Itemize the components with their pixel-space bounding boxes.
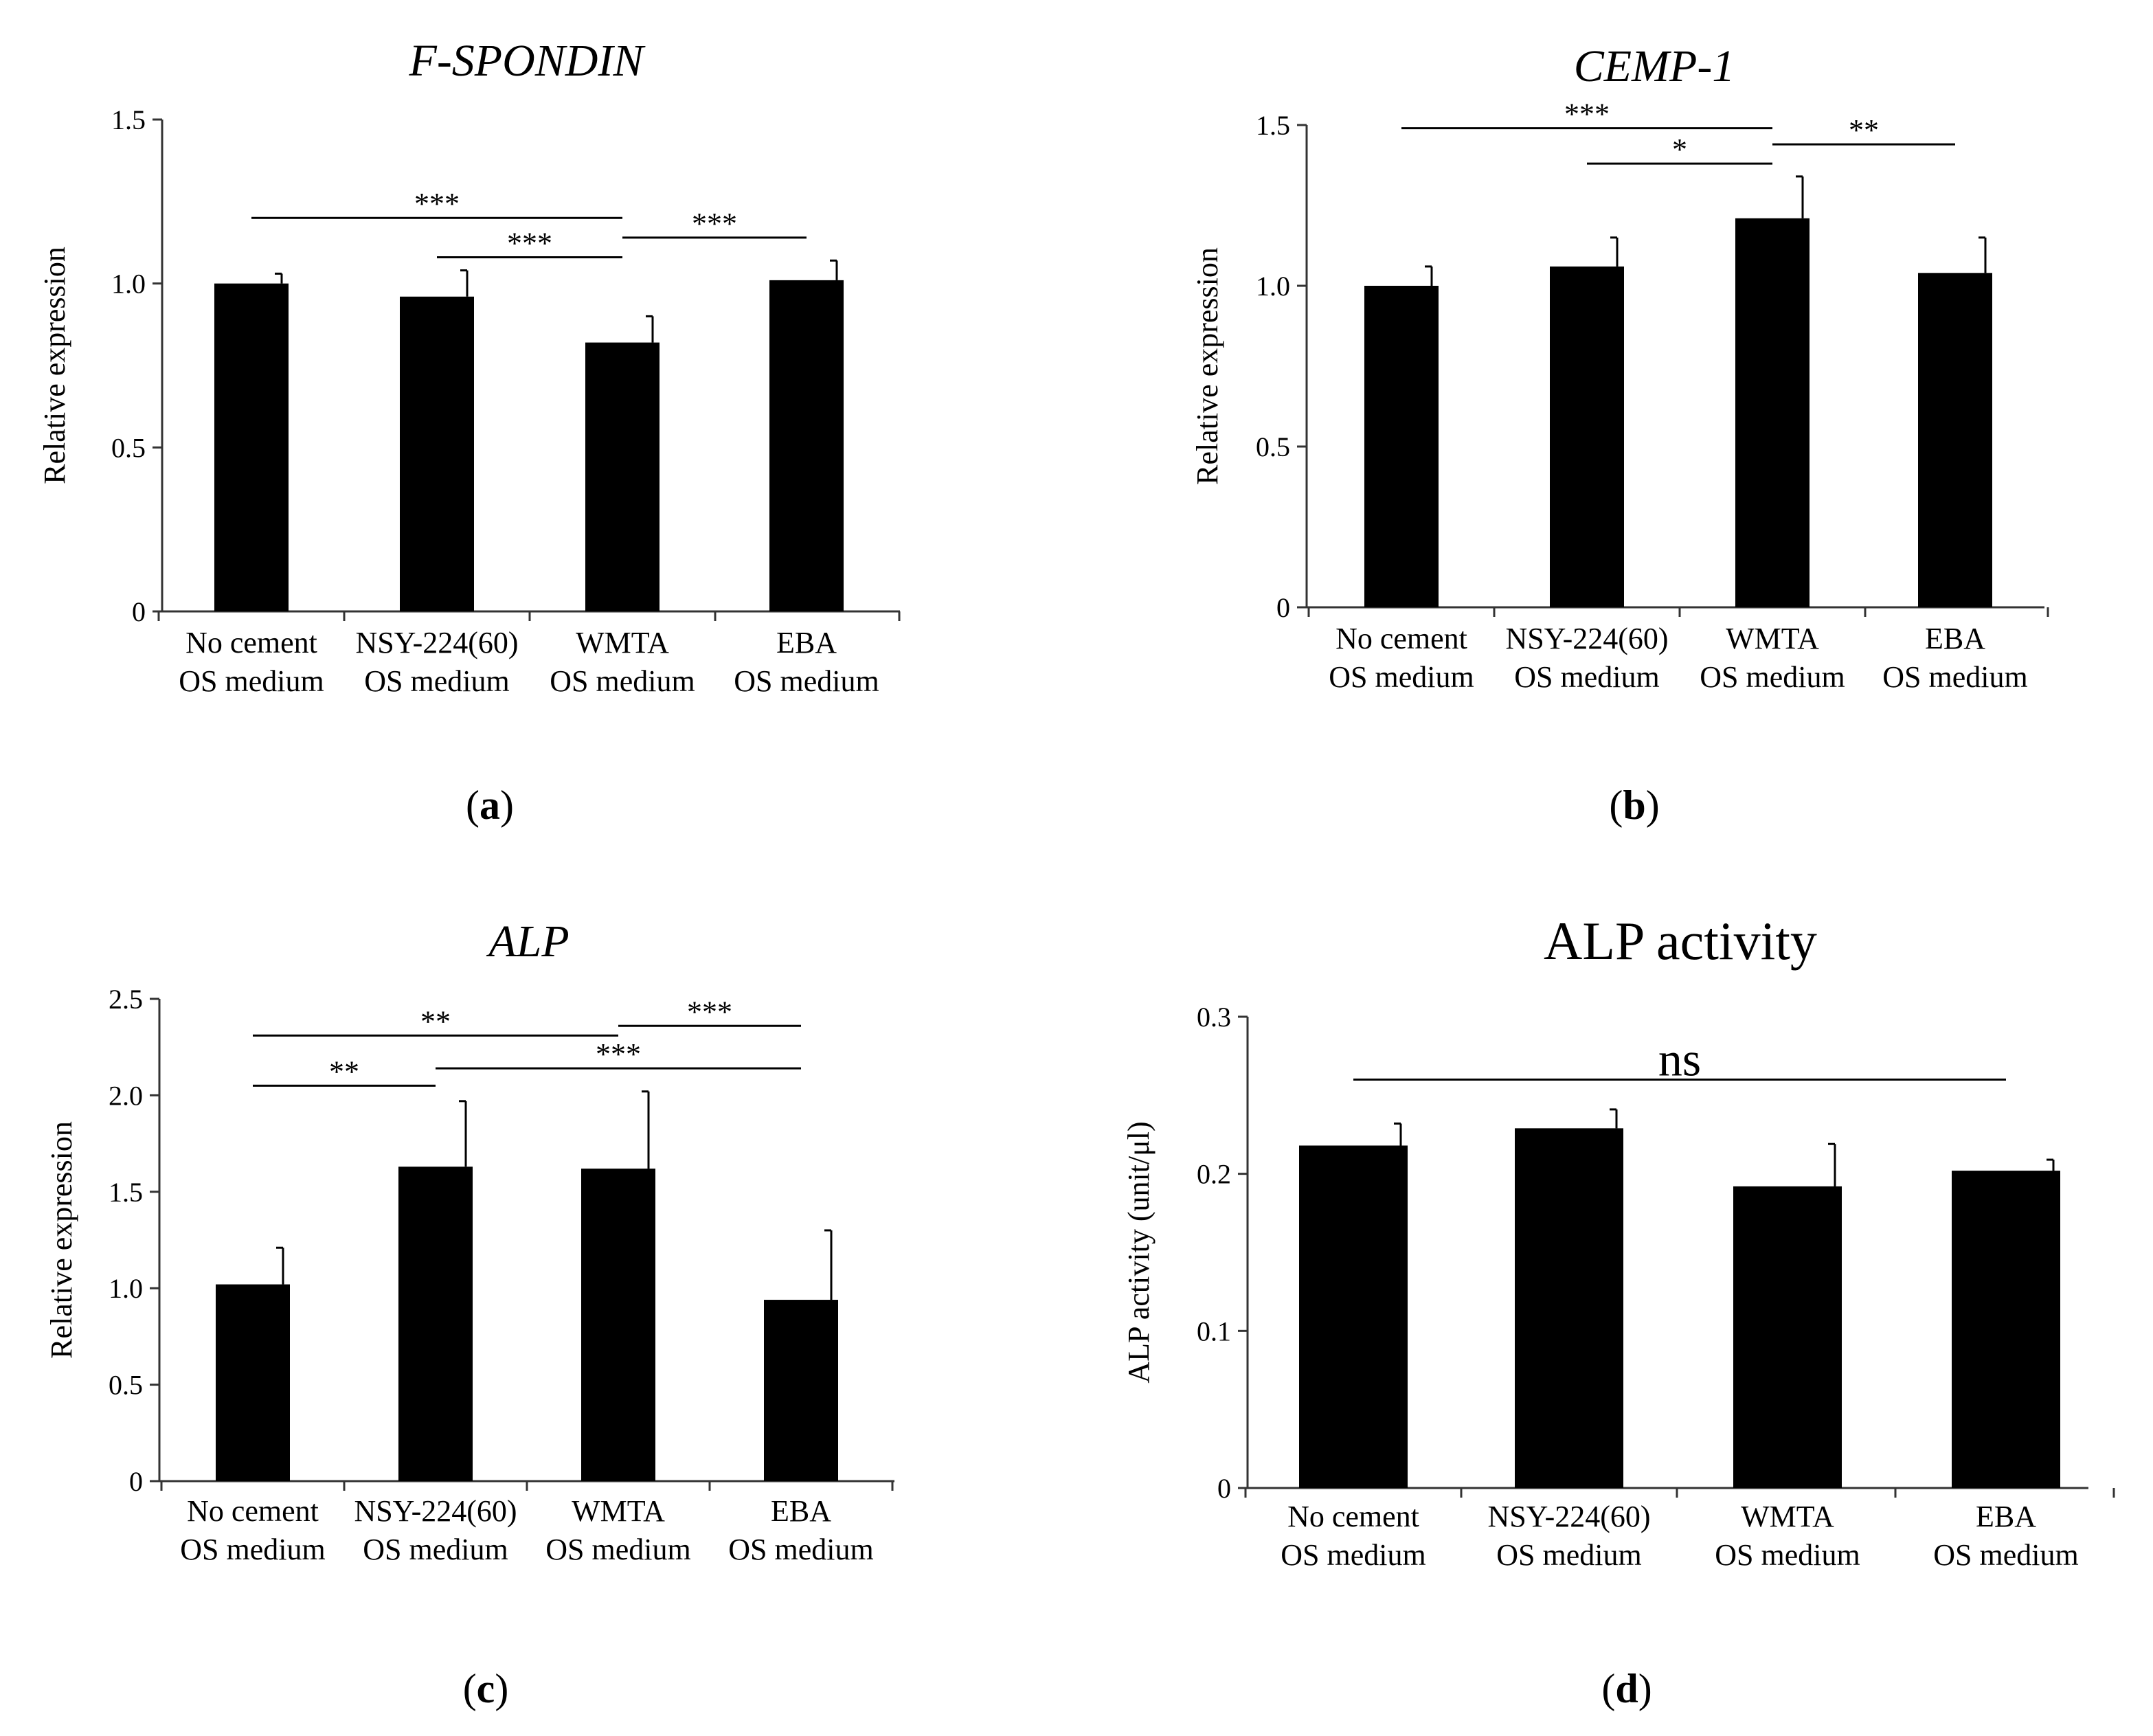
x-tick-label: OS medium <box>728 1533 873 1566</box>
y-tick-label: 1.5 <box>109 1177 143 1208</box>
x-tick-label: OS medium <box>179 664 324 698</box>
panel-label: (d) <box>1601 1666 1652 1711</box>
y-tick-label: 0.5 <box>111 432 146 463</box>
y-axis-label: Relative expression <box>45 1121 78 1359</box>
y-axis-label: ALP activity (unit/μl) <box>1122 1121 1156 1383</box>
bar <box>400 296 474 611</box>
significance-label: *** <box>692 207 737 240</box>
y-tick-label: 0.3 <box>1197 1002 1231 1033</box>
bar <box>1733 1186 1842 1488</box>
y-tick-label: 1.0 <box>1256 271 1290 302</box>
x-tick-label: EBA <box>1925 622 1985 655</box>
x-tick-label: OS medium <box>1700 660 1845 694</box>
panel-label: (a) <box>466 782 514 828</box>
y-tick-label: 2.0 <box>109 1080 143 1111</box>
x-tick-label: OS medium <box>550 664 695 698</box>
y-tick-label: 0 <box>1276 592 1290 623</box>
panel-label: (b) <box>1609 782 1659 828</box>
significance-label: ** <box>1849 113 1879 147</box>
x-tick-label: NSY-224(60) <box>355 626 518 660</box>
x-tick-label: No cement <box>185 626 317 660</box>
chart-title: ALP <box>486 916 569 967</box>
bar <box>769 280 844 611</box>
x-tick-label: OS medium <box>1933 1538 2078 1572</box>
x-tick-label: No cement <box>1335 622 1467 655</box>
x-tick-label: OS medium <box>180 1533 325 1566</box>
significance-label: *** <box>1564 98 1610 131</box>
y-tick-label: 1.5 <box>111 104 146 135</box>
significance-label: *** <box>596 1037 641 1071</box>
y-axis-label: Relative expression <box>38 247 71 484</box>
x-tick-label: NSY-224(60) <box>354 1494 517 1528</box>
y-axis-label: Relative expression <box>1191 247 1224 485</box>
y-tick-label: 1.5 <box>1256 110 1290 141</box>
x-tick-label: NSY-224(60) <box>1505 622 1668 655</box>
y-tick-label: 0 <box>129 1466 143 1497</box>
bar <box>1299 1145 1408 1488</box>
bar <box>1735 218 1810 608</box>
y-tick-label: 1.0 <box>111 269 146 300</box>
y-tick-label: 0.1 <box>1197 1316 1231 1346</box>
significance-label: *** <box>687 995 732 1028</box>
x-tick-label: NSY-224(60) <box>1487 1500 1650 1533</box>
bar <box>216 1284 290 1481</box>
x-tick-label: OS medium <box>1496 1538 1641 1572</box>
x-tick-label: WMTA <box>572 1494 665 1528</box>
bar <box>764 1300 838 1481</box>
x-tick-label: OS medium <box>1715 1538 1860 1572</box>
significance-label: *** <box>414 187 460 221</box>
y-tick-label: 1.0 <box>109 1273 143 1304</box>
y-tick-label: 0.5 <box>1256 431 1290 462</box>
panel-label: (c) <box>463 1666 509 1711</box>
y-tick-label: 2.5 <box>109 984 143 1015</box>
x-tick-label: WMTA <box>1726 622 1819 655</box>
bar <box>1364 286 1439 607</box>
significance-label: ns <box>1658 1033 1701 1086</box>
x-tick-label: OS medium <box>1281 1538 1425 1572</box>
x-tick-label: EBA <box>1976 1500 2036 1533</box>
x-tick-label: EBA <box>771 1494 831 1528</box>
chart-title: ALP activity <box>1544 911 1817 971</box>
y-tick-label: 0 <box>132 596 146 627</box>
x-tick-label: WMTA <box>576 626 669 660</box>
x-tick-label: OS medium <box>1882 660 2027 694</box>
bar <box>398 1166 473 1481</box>
chart-title: CEMP-1 <box>1574 41 1735 91</box>
x-tick-label: No cement <box>1287 1500 1419 1533</box>
bar <box>1918 273 1992 607</box>
x-tick-label: OS medium <box>1329 660 1474 694</box>
y-tick-label: 0.5 <box>109 1370 143 1401</box>
x-tick-label: OS medium <box>545 1533 690 1566</box>
bar <box>1952 1171 2060 1488</box>
significance-label: ** <box>329 1055 359 1088</box>
significance-label: *** <box>507 226 552 260</box>
y-tick-label: 0 <box>1217 1473 1231 1504</box>
chart-title: F-SPONDIN <box>409 36 646 86</box>
x-tick-label: WMTA <box>1741 1500 1834 1533</box>
x-tick-label: OS medium <box>363 1533 508 1566</box>
bar <box>1515 1128 1623 1488</box>
bar <box>585 342 660 611</box>
bar <box>214 283 289 611</box>
x-tick-label: No cement <box>187 1494 319 1528</box>
bar <box>1550 266 1624 607</box>
x-tick-label: OS medium <box>1514 660 1659 694</box>
significance-label: * <box>1672 133 1687 166</box>
x-tick-label: OS medium <box>364 664 509 698</box>
significance-label: ** <box>420 1004 451 1038</box>
bar <box>581 1169 655 1481</box>
x-tick-label: OS medium <box>734 664 879 698</box>
x-tick-label: EBA <box>776 626 837 660</box>
y-tick-label: 0.2 <box>1197 1159 1231 1190</box>
